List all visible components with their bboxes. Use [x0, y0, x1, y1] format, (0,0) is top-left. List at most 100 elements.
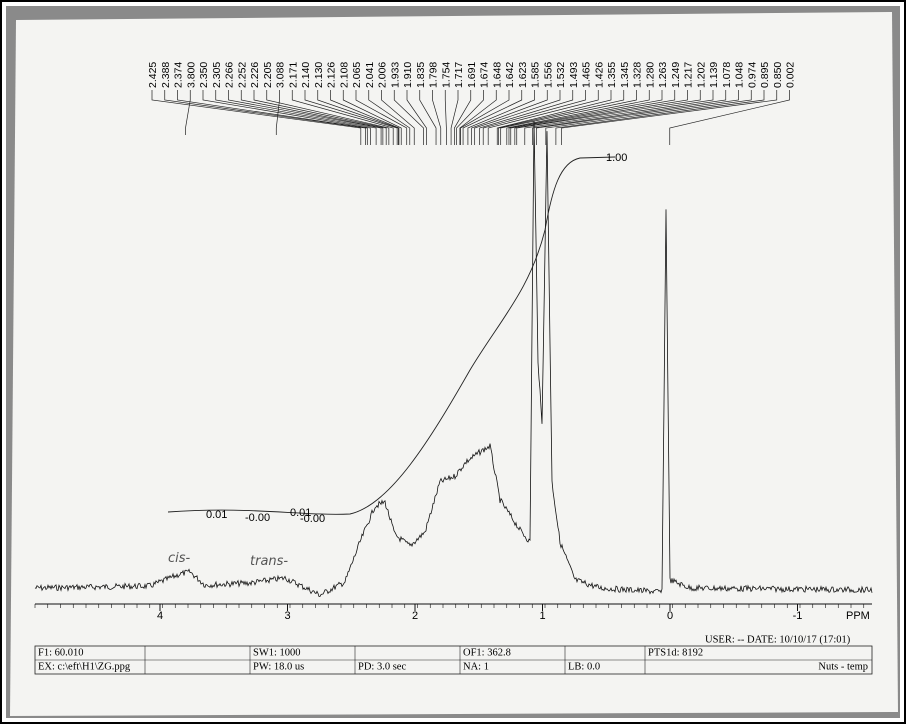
peak-leader — [487, 90, 599, 145]
peak-leader — [368, 90, 411, 145]
peak-leader — [516, 90, 701, 145]
peak-label: 2.108 — [338, 62, 350, 88]
footer-cell: SW1: 1000 — [253, 647, 301, 658]
footer-cell: OF1: 362.8 — [463, 647, 511, 658]
peak-label: 1.754 — [440, 62, 452, 88]
peak-leader — [317, 90, 399, 145]
peak-label: 1.217 — [683, 62, 695, 88]
tick-label: 0 — [667, 610, 673, 622]
peak-leader — [151, 90, 362, 145]
peak-leader — [561, 90, 778, 145]
peak-leader — [467, 90, 535, 145]
footer-cell: PW: 18.0 us — [253, 661, 304, 672]
handwritten-note: trans- — [250, 554, 288, 569]
footer-cell: LB: 0.0 — [568, 661, 600, 672]
peak-label: 1.623 — [517, 62, 529, 88]
tick-label: 3 — [284, 610, 290, 622]
footer-cell: NA: 1 — [463, 661, 489, 672]
peak-label: 1.048 — [734, 62, 746, 88]
spectrum-trace — [34, 120, 873, 597]
peak-label: 3.088 — [275, 62, 287, 88]
axis-unit: PPM — [846, 610, 870, 622]
paper — [10, 12, 898, 716]
peak-label: 1.202 — [695, 62, 707, 88]
peak-label: 2.388 — [160, 62, 172, 88]
peak-label: 2.374 — [173, 62, 185, 88]
peak-leader — [545, 90, 752, 145]
peak-label: 2.226 — [249, 62, 261, 88]
footer-cell: EX: c:\eft\H1\ZG.ppg — [38, 661, 131, 672]
peak-label: 2.126 — [326, 62, 338, 88]
peak-leader — [498, 90, 625, 145]
tick-label: 4 — [157, 610, 163, 622]
peak-label: 1.642 — [504, 62, 516, 88]
peak-leader — [253, 90, 387, 145]
peak-label: 1.426 — [593, 62, 605, 88]
peak-leader — [275, 90, 280, 135]
peak-leader — [381, 90, 415, 145]
peak-label: 2.425 — [147, 62, 159, 88]
tick-label: -1 — [793, 610, 803, 622]
peak-label: 3.800 — [185, 62, 197, 88]
peak-leader — [532, 90, 727, 145]
peak-leader — [291, 90, 394, 145]
peak-label: 1.493 — [568, 62, 580, 88]
peak-label: 1.465 — [581, 62, 593, 88]
peak-leader — [215, 90, 377, 145]
footer-cell: PTS1d: 8192 — [648, 647, 703, 658]
peak-label: 1.355 — [606, 62, 618, 88]
peak-leader — [474, 90, 561, 145]
peak-label: 1.835 — [415, 62, 427, 88]
peak-label: 0.002 — [785, 62, 797, 88]
peak-label: 1.280 — [644, 62, 656, 88]
peak-label: 1.078 — [721, 62, 733, 88]
integral-label: 0.01 — [206, 509, 227, 521]
peak-label: 2.305 — [211, 62, 223, 88]
peak-label: 0.850 — [772, 62, 784, 88]
peak-leader — [228, 90, 382, 145]
peak-leader — [164, 90, 366, 145]
peak-leader — [240, 90, 384, 145]
peak-label: 1.648 — [491, 62, 503, 88]
integral-label: 0.01 — [290, 507, 311, 519]
peak-leader — [460, 90, 510, 145]
peak-label: 2.006 — [377, 62, 389, 88]
integral-label: 1.00 — [606, 152, 627, 164]
peak-leader — [454, 90, 472, 145]
footer-cell: F1: 60.010 — [38, 647, 84, 658]
peak-leader — [355, 90, 408, 145]
peak-leader — [330, 90, 400, 145]
peak-leader — [506, 90, 650, 145]
footer-cell: PD: 3.0 sec — [358, 661, 406, 672]
peak-label: 1.933 — [389, 62, 401, 88]
peak-leader — [510, 90, 676, 145]
peak-label: 1.263 — [657, 62, 669, 88]
peak-label: 2.171 — [287, 62, 299, 88]
peak-label: 1.139 — [708, 62, 720, 88]
peak-label: 2.140 — [300, 62, 312, 88]
peak-leader — [342, 90, 402, 145]
peak-leader — [304, 90, 398, 145]
peak-label: 2.252 — [236, 62, 248, 88]
peak-leader — [482, 90, 586, 145]
peak-leader — [462, 90, 523, 145]
peak-label: 1.345 — [619, 62, 631, 88]
peak-leader — [185, 90, 191, 135]
peak-leader — [514, 90, 688, 145]
peak-label: 2.350 — [198, 62, 210, 88]
peak-leader — [456, 90, 484, 145]
peak-leader — [266, 90, 390, 145]
peak-label: 1.691 — [466, 62, 478, 88]
peak-leader — [555, 90, 765, 145]
peak-leader — [202, 90, 371, 145]
peak-label: 2.205 — [262, 62, 274, 88]
peak-label: 2.041 — [364, 62, 376, 88]
peak-leader — [471, 90, 548, 145]
peak-label: 1.532 — [555, 62, 567, 88]
peak-leader — [500, 90, 637, 145]
integral-label: -0.00 — [245, 512, 270, 524]
integral-label: -0.00 — [300, 513, 325, 525]
peak-leader — [419, 90, 437, 145]
peak-label: 1.717 — [453, 62, 465, 88]
